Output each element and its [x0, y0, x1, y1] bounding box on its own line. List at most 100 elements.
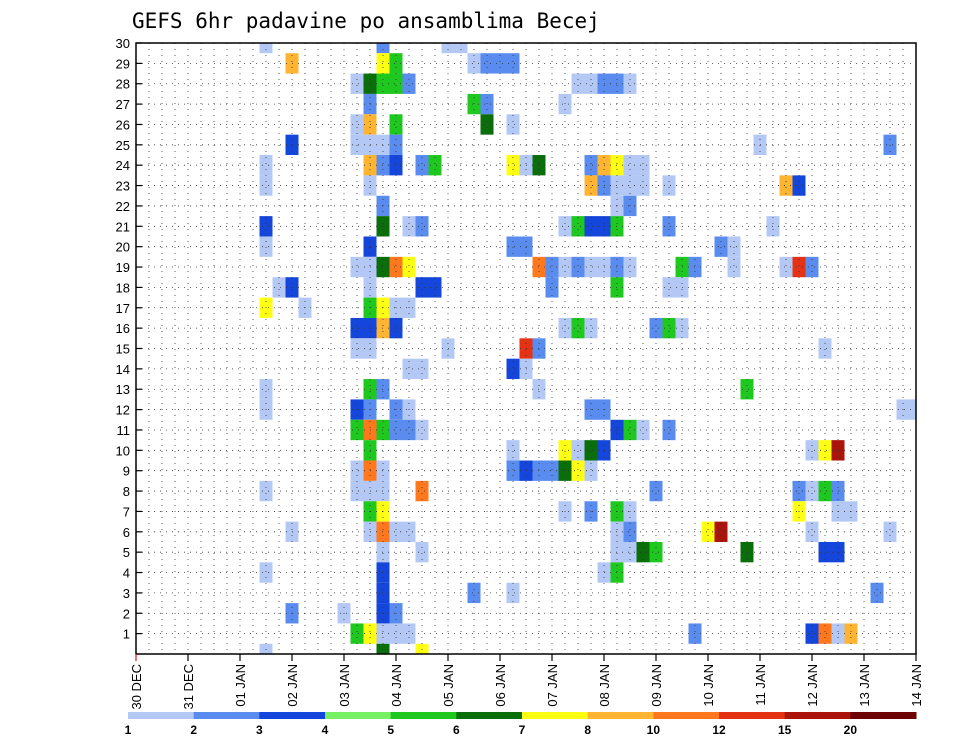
precip-cell: [402, 216, 416, 237]
y-tick-label: 9: [123, 464, 130, 479]
precip-cell: [545, 460, 559, 481]
precip-cell: [350, 114, 364, 135]
cell-layer: [259, 43, 916, 654]
x-tick-label: 31 DEC: [181, 664, 196, 710]
precip-cell: [649, 317, 663, 339]
precip-cell: [467, 53, 481, 74]
precip-cell: [467, 582, 481, 604]
y-tick-label: 20: [116, 240, 130, 255]
y-tick-label: 16: [116, 321, 130, 336]
y-tick-label: 15: [116, 342, 130, 357]
y-tick-label: 5: [123, 545, 130, 560]
precip-cell: [818, 480, 832, 502]
precip-cell: [506, 358, 520, 380]
precip-cell: [415, 419, 429, 441]
precip-cell: [350, 134, 364, 156]
precip-cell: [584, 73, 598, 94]
precip-cell: [259, 43, 273, 54]
precip-cell: [584, 175, 598, 196]
precip-cell: [558, 256, 572, 278]
precip-cell: [727, 256, 741, 278]
precip-cell: [415, 358, 429, 380]
precip-cell: [662, 317, 676, 339]
y-tick-label: 25: [116, 138, 130, 153]
x-tick-label: 10 JAN: [701, 664, 716, 707]
precip-cell: [571, 317, 585, 339]
precip-cell: [792, 175, 806, 196]
y-tick-label: 3: [123, 586, 130, 601]
colorbar-label: 2: [190, 723, 197, 737]
precip-cell: [558, 440, 572, 461]
precip-cell: [818, 541, 832, 563]
precip-cell: [428, 155, 442, 176]
y-tick-label: 10: [116, 443, 130, 458]
precip-cell: [389, 53, 403, 74]
precip-cell: [740, 541, 754, 563]
precip-cell: [389, 521, 403, 542]
y-tick-label: 19: [116, 260, 130, 275]
precip-cell: [571, 256, 585, 278]
precip-cell: [714, 236, 728, 257]
y-tick-label: 12: [116, 403, 130, 418]
y-tick-label: 26: [116, 117, 130, 132]
precip-cell: [805, 256, 819, 278]
colorbar-label: 1: [125, 723, 132, 737]
y-tick-label: 22: [116, 199, 130, 214]
grid-layer: [136, 43, 916, 654]
colorbar-swatch: [259, 712, 326, 719]
precip-cell: [779, 256, 793, 278]
precip-cell: [649, 541, 663, 563]
chart-title: GEFS 6hr padavine po ansamblima Becej: [132, 9, 600, 33]
precip-cell: [389, 155, 403, 176]
precip-cell: [259, 379, 273, 400]
precip-cell: [415, 277, 429, 298]
precip-cell: [506, 53, 520, 74]
precip-cell: [584, 155, 598, 176]
precip-cell: [623, 521, 637, 542]
precip-cell: [259, 236, 273, 257]
precip-cell: [545, 277, 559, 298]
precip-cell: [350, 419, 364, 441]
precip-cell: [558, 93, 572, 115]
precip-cell: [571, 460, 585, 481]
precip-cell: [818, 338, 832, 359]
y-tick-label: 30: [116, 36, 130, 51]
x-tick-label: 14 JAN: [909, 664, 924, 707]
precip-cell: [259, 216, 273, 237]
precip-cell: [623, 155, 637, 176]
precip-cell: [571, 73, 585, 94]
colorbar-swatch: [193, 712, 260, 719]
precip-cell: [662, 175, 676, 196]
precip-cell: [259, 175, 273, 196]
precip-cell: [480, 93, 494, 115]
precip-cell: [545, 256, 559, 278]
precip-cell: [350, 623, 364, 644]
precip-cell: [376, 43, 390, 54]
precip-cell: [571, 216, 585, 237]
precip-cell: [584, 216, 598, 237]
precip-cell: [376, 643, 390, 654]
precip-cell: [623, 73, 637, 94]
precip-cell: [272, 277, 286, 298]
precip-cell: [506, 155, 520, 176]
colorbar: 1 2 3 4 5 6 7 8 10 12 15 20: [125, 712, 917, 737]
x-tick-label: 04 JAN: [389, 664, 404, 707]
precip-cell: [558, 460, 572, 481]
precip-cell: [883, 134, 897, 156]
precip-cell: [727, 236, 741, 257]
precip-cell: [818, 623, 832, 644]
precip-cell: [636, 541, 650, 563]
precip-cell: [506, 460, 520, 481]
y-tick-label: 18: [116, 280, 130, 295]
colorbar-label: 15: [778, 723, 792, 737]
precip-cell: [350, 256, 364, 278]
x-tick-label: 13 JAN: [857, 664, 872, 707]
precip-cell: [389, 317, 403, 339]
y-tick-label: 28: [116, 77, 130, 92]
x-axis: 30 DEC 31 DEC 01 JAN 02 JAN 03 JAN 04 JAN 05 J…: [129, 654, 924, 710]
precip-cell: [740, 379, 754, 400]
precip-cell: [415, 216, 429, 237]
precip-cell: [779, 175, 793, 196]
y-tick-label: 29: [116, 56, 130, 71]
